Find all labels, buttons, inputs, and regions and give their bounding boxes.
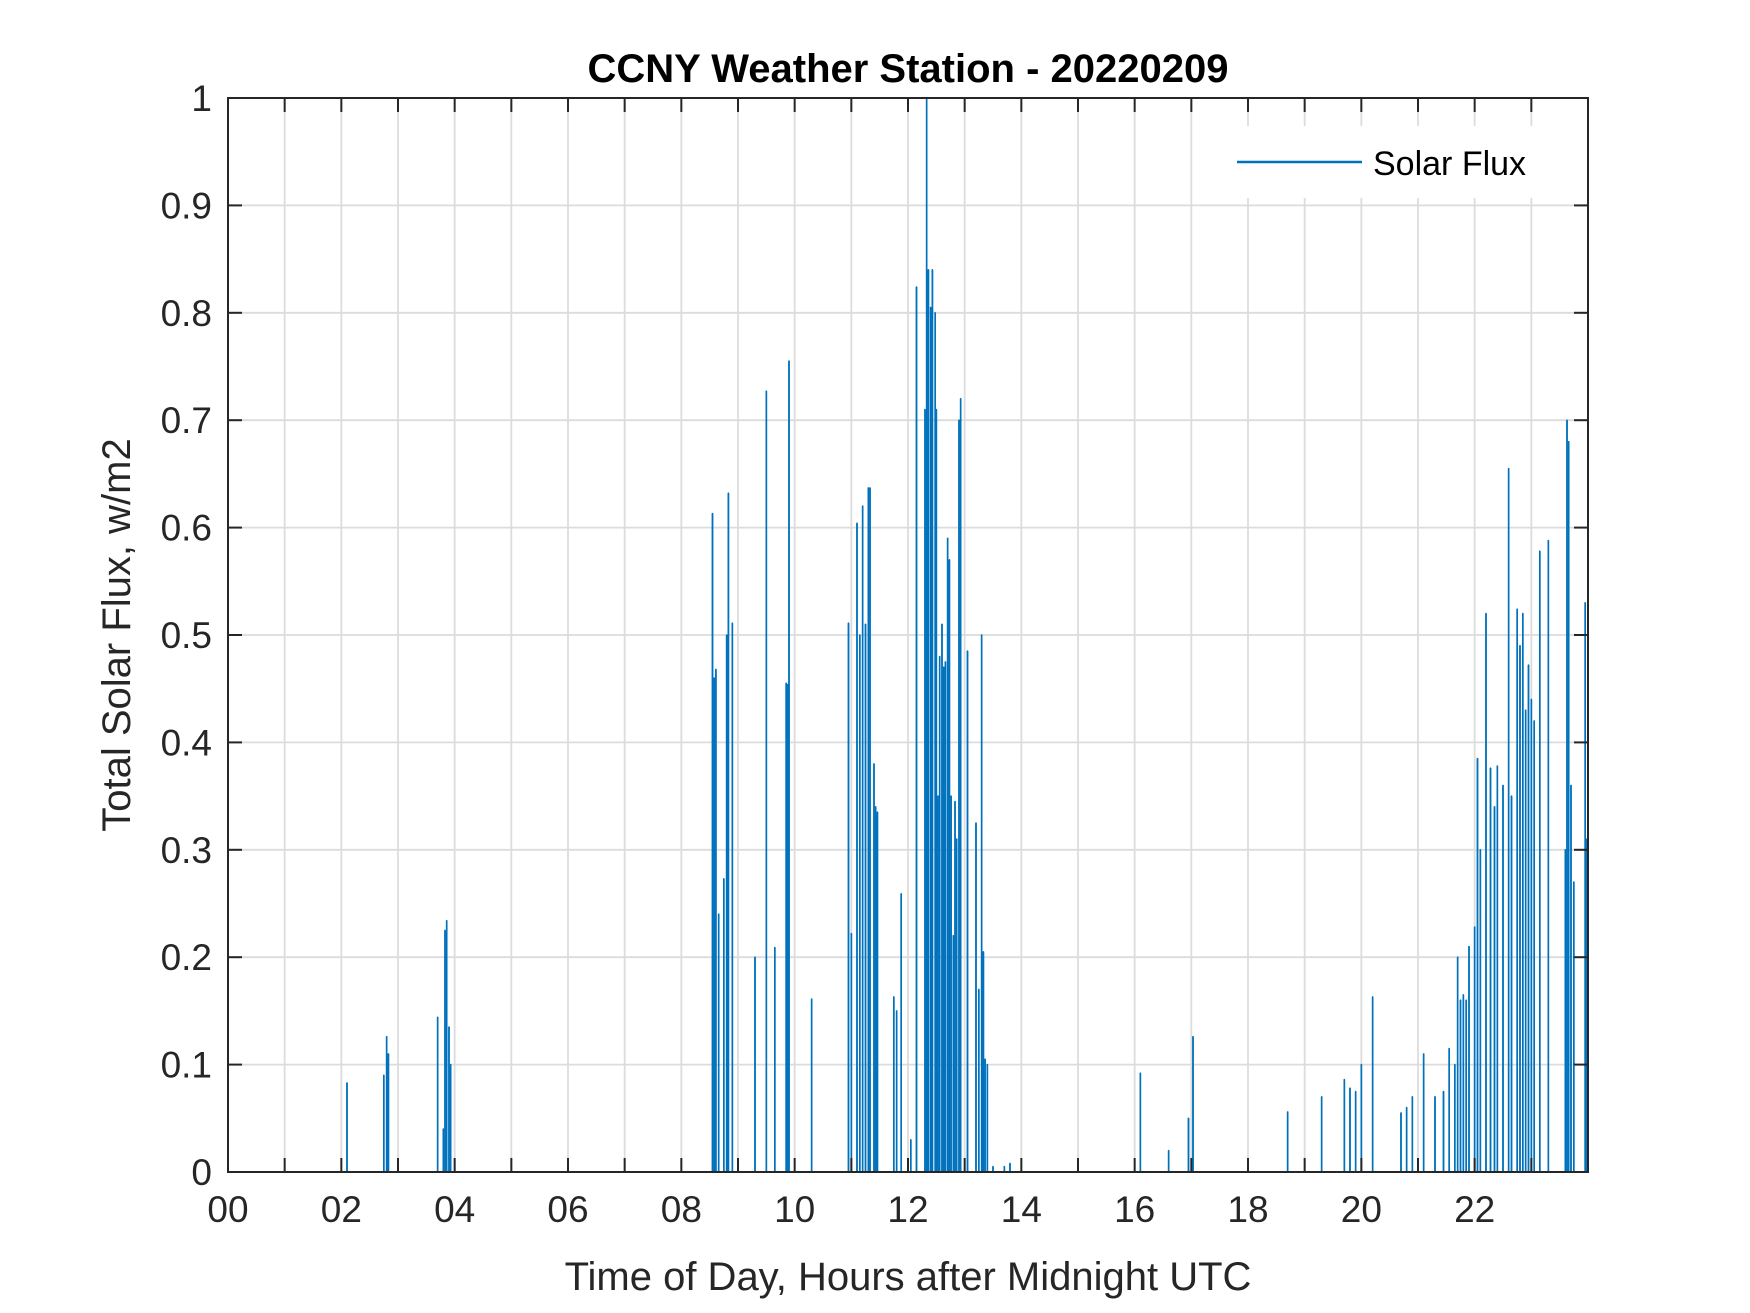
chart-title: CCNY Weather Station - 20220209 xyxy=(588,47,1229,91)
x-tick-label: 22 xyxy=(1454,1189,1495,1230)
x-tick-label: 04 xyxy=(434,1189,475,1230)
x-tick-label: 12 xyxy=(887,1189,928,1230)
axis-ticks xyxy=(227,97,1588,1173)
x-tick-label: 08 xyxy=(661,1189,702,1230)
y-tick-label: 0.5 xyxy=(161,615,212,656)
x-tick-label: 14 xyxy=(1001,1189,1042,1230)
y-tick-label: 0.2 xyxy=(161,937,212,978)
x-tick-label: 02 xyxy=(321,1189,362,1230)
x-tick-label: 10 xyxy=(774,1189,815,1230)
y-tick-label: 0.6 xyxy=(161,508,212,549)
y-tick-label: 0.9 xyxy=(161,185,212,226)
y-tick-label: 0.3 xyxy=(161,830,212,871)
x-tick-label: 00 xyxy=(207,1189,248,1230)
x-tick-label: 06 xyxy=(547,1189,588,1230)
x-tick-label: 20 xyxy=(1341,1189,1382,1230)
legend: Solar Flux xyxy=(1212,126,1554,198)
y-axis-label: Total Solar Flux, w/m2 xyxy=(95,438,139,831)
y-tick-label: 0 xyxy=(191,1152,212,1193)
y-tick-label: 1 xyxy=(191,78,212,119)
y-tick-label: 0.1 xyxy=(161,1045,212,1086)
legend-label-solar-flux: Solar Flux xyxy=(1373,145,1526,183)
x-tick-label: 18 xyxy=(1227,1189,1268,1230)
x-tick-label: 16 xyxy=(1114,1189,1155,1230)
x-axis-label: Time of Day, Hours after Midnight UTC xyxy=(565,1255,1252,1299)
tick-labels: 00 02 04 06 08 10 12 14 16 18 20 22 0 0.1 0.2 0.3 0.4 0.5… xyxy=(161,78,1496,1230)
y-tick-label: 0.8 xyxy=(161,293,212,334)
y-tick-label: 0.4 xyxy=(161,722,212,763)
y-tick-label: 0.7 xyxy=(161,400,212,441)
